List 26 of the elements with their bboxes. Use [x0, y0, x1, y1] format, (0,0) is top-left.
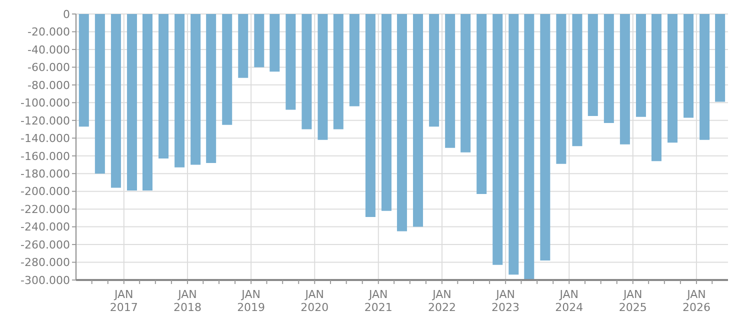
y-tick-label: -260.000 — [20, 238, 70, 252]
x-tick-label: JAN 2025 — [618, 288, 647, 313]
y-tick-label: -180.000 — [20, 168, 70, 181]
x-tick-label: JAN 2017 — [110, 288, 138, 313]
x-tick-label: JAN 2024 — [555, 288, 584, 313]
x-tick-label: JAN 2020 — [300, 288, 329, 313]
y-tick-label: -120.000 — [20, 114, 70, 128]
y-tick-label: -80.000 — [28, 78, 70, 92]
x-tick-label: JAN 2021 — [364, 288, 392, 313]
y-tick-label: -240.000 — [20, 220, 70, 234]
x-tick-label: JAN 2026 — [682, 288, 710, 313]
y-tick-label: -40.000 — [28, 43, 70, 56]
y-tick-label: -160.000 — [20, 150, 70, 163]
x-tick-label: JAN 2019 — [237, 288, 266, 313]
y-tick-label: -20.000 — [28, 26, 70, 39]
y-tick-label: -100.000 — [20, 96, 70, 110]
y-tick-label: -220.000 — [20, 202, 70, 216]
x-tick-label: JAN 2022 — [428, 288, 456, 313]
x-tick-label: JAN 2018 — [173, 288, 202, 313]
x-tick-label: JAN 2023 — [492, 288, 520, 313]
y-tick-label: -60.000 — [28, 61, 70, 74]
y-tick-label: 0 — [63, 8, 70, 21]
y-tick-label: -280.000 — [20, 256, 70, 270]
y-tick-label: -200.000 — [20, 185, 70, 198]
y-tick-label: -140.000 — [20, 132, 70, 146]
y-tick-label: -300.000 — [20, 274, 70, 287]
